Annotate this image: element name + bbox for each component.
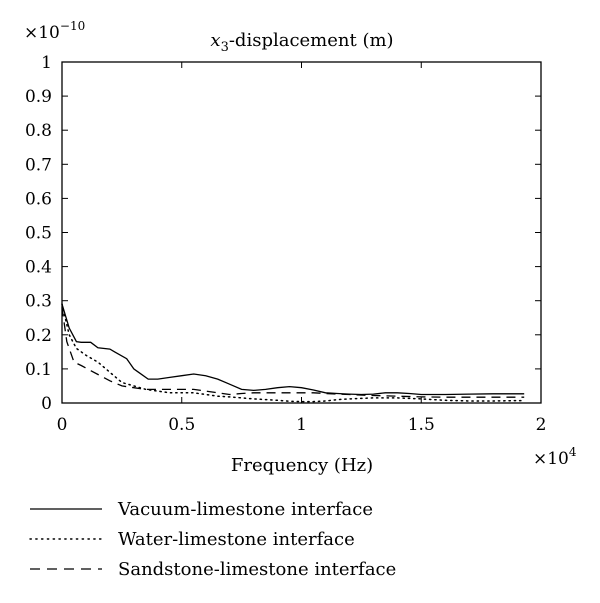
y-tick-label: 0.1 [25, 360, 52, 380]
y-multiplier: ×10−10 [24, 19, 85, 43]
legend: Vacuum-limestone interface Water-limesto… [28, 494, 396, 584]
x-axis-ticks: 0 0.5 1 1.5 2 [57, 62, 547, 435]
y-tick-label: 0.9 [25, 87, 52, 107]
legend-swatch-dashed [30, 568, 102, 570]
x-tick-label: 2 [536, 415, 547, 435]
series-line-solid [61, 303, 525, 396]
y-multiplier-exponent: −10 [60, 19, 85, 33]
series-line-dotted [61, 303, 525, 403]
x-tick-label: 0 [57, 415, 68, 435]
x-multiplier: ×104 [533, 445, 577, 469]
y-tick-label: 0.4 [25, 258, 52, 278]
y-tick-label: 0.3 [25, 292, 52, 312]
legend-swatch-solid [30, 508, 102, 510]
legend-item-vacuum: Vacuum-limestone interface [28, 494, 396, 524]
y-tick-label: 1 [41, 53, 52, 73]
x-multiplier-exponent: 4 [569, 445, 577, 459]
chart-title-subscript: 3 [221, 40, 229, 55]
chart-title-rest: -displacement (m) [229, 30, 394, 51]
y-tick-label: 0.8 [25, 121, 52, 141]
x-multiplier-base: ×10 [533, 449, 569, 469]
chart-title: x3-displacement (m) [210, 30, 393, 55]
y-tick-label: 0.6 [25, 189, 52, 209]
y-multiplier-base: ×10 [24, 23, 60, 43]
legend-label-water: Water-limestone interface [118, 528, 355, 550]
legend-item-water: Water-limestone interface [28, 524, 396, 554]
plot-frame [61, 61, 542, 404]
x-tick-label: 1.5 [408, 415, 435, 435]
series-line-dashed [61, 307, 525, 398]
x-tick-label: 0.5 [168, 415, 195, 435]
x-tick-label: 1 [296, 415, 307, 435]
chart-title-variable: x [210, 30, 220, 51]
y-tick-label: 0.2 [25, 326, 52, 346]
y-tick-label: 0 [41, 394, 52, 414]
plot-lines [61, 303, 525, 403]
x-axis-label: Frequency (Hz) [231, 455, 373, 476]
legend-label-sandstone: Sandstone-limestone interface [118, 558, 397, 580]
legend-swatch-dotted [29, 538, 103, 540]
y-tick-label: 0.7 [25, 155, 52, 175]
legend-item-sandstone: Sandstone-limestone interface [28, 554, 396, 584]
y-axis-ticks: 0 0.1 0.2 0.3 0.4 0.5 0.6 0.7 0.8 0.9 1 [25, 53, 541, 414]
legend-label-vacuum: Vacuum-limestone interface [118, 498, 373, 520]
y-tick-label: 0.5 [25, 224, 52, 244]
